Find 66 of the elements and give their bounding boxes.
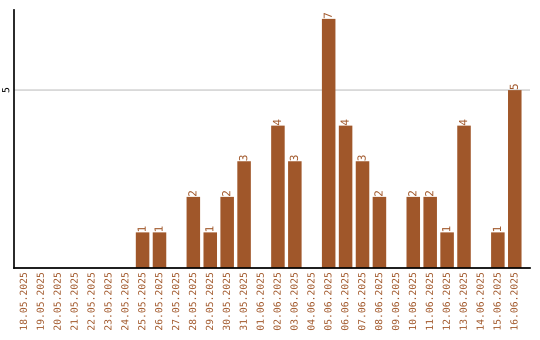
x-tick-label: 07.06.2025 [358, 272, 366, 330]
data-label: 3 [290, 155, 298, 160]
data-label: 1 [205, 226, 214, 232]
x-tick-label: 23.05.2025 [104, 272, 112, 330]
data-label: 3 [238, 155, 248, 160]
bar [491, 232, 505, 268]
x-tick-label: 13.06.2025 [460, 272, 467, 330]
x-tick-label: 21.05.2025 [70, 272, 78, 330]
x-tick-label: 29.05.2025 [206, 272, 214, 330]
bar [457, 126, 471, 268]
bar [186, 196, 200, 268]
data-label: 1 [138, 226, 146, 232]
bar [372, 196, 386, 268]
x-tick-label: 03.06.2025 [290, 272, 298, 330]
x-tick-label: 18.05.2025 [20, 272, 27, 330]
data-label: 4 [272, 119, 282, 126]
x-tick-label: 04.06.2025 [307, 272, 315, 330]
bar [288, 161, 302, 268]
bar [356, 161, 370, 268]
data-label: 2 [425, 191, 434, 196]
bar [423, 196, 437, 268]
bar [271, 126, 285, 268]
bar [136, 232, 150, 268]
x-tick-label: 31.05.2025 [240, 272, 247, 330]
x-tick-label: 08.06.2025 [374, 272, 382, 330]
x-tick-label: 19.05.2025 [36, 272, 44, 330]
data-label: 7 [324, 13, 332, 18]
data-label: 5 [510, 84, 518, 90]
bar [440, 232, 454, 268]
bar [406, 196, 420, 268]
x-tick-label: 22.05.2025 [87, 272, 95, 330]
x-tick-label: 09.06.2025 [392, 272, 400, 330]
x-tick-label: 05.06.2025 [324, 272, 332, 330]
data-label: 1 [154, 226, 163, 232]
x-tick-label: 11.06.2025 [426, 272, 434, 330]
x-tick-label: 12.06.2025 [442, 272, 450, 330]
data-label: 4 [340, 119, 349, 126]
data-label: 1 [442, 226, 450, 232]
x-tick-label: 10.06.2025 [408, 272, 416, 330]
x-tick-label: 06.06.2025 [341, 272, 348, 330]
x-tick-label: 20.05.2025 [53, 272, 61, 330]
bar [237, 161, 251, 268]
bar [152, 232, 166, 268]
data-label: 3 [357, 155, 366, 160]
bar [338, 126, 352, 268]
data-label: 1 [492, 226, 501, 232]
data-label: 2 [374, 191, 383, 196]
x-tick-label: 16.06.2025 [510, 272, 518, 330]
x-tick-label: 15.06.2025 [493, 272, 501, 330]
x-tick-label: 30.05.2025 [222, 272, 230, 330]
data-label: 2 [188, 191, 196, 196]
x-tick-label: 28.05.2025 [188, 272, 196, 330]
x-tick-label: 26.05.2025 [154, 272, 162, 330]
data-label: 4 [459, 119, 468, 126]
bar [220, 196, 234, 268]
x-tick-label: 02.06.2025 [273, 272, 281, 330]
x-tick-label: 25.05.2025 [138, 272, 146, 330]
x-tick-label: 01.06.2025 [256, 272, 264, 330]
x-tick-label: 24.05.2025 [121, 272, 129, 330]
data-label: 2 [222, 191, 230, 196]
data-label: 2 [408, 191, 416, 196]
bar [203, 232, 218, 268]
x-tick-label: 14.06.2025 [476, 272, 484, 330]
x-tick-label: 27.05.2025 [172, 272, 180, 330]
bar [322, 18, 336, 268]
bar [508, 90, 522, 268]
